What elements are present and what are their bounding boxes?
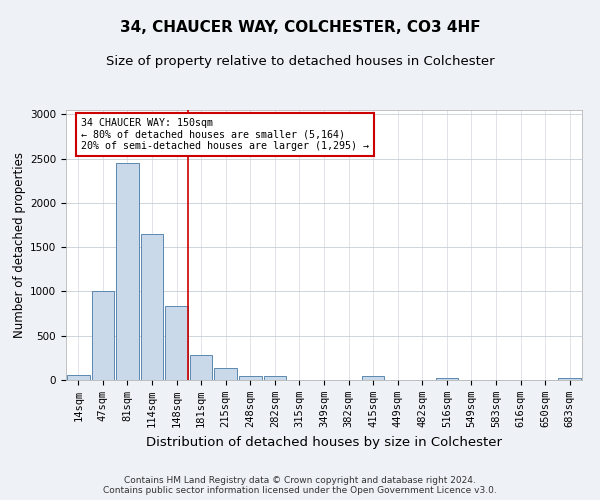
X-axis label: Distribution of detached houses by size in Colchester: Distribution of detached houses by size …	[146, 436, 502, 448]
Bar	[559, 378, 581, 380]
Bar	[362, 376, 385, 380]
Bar	[190, 355, 212, 380]
Bar	[214, 368, 237, 380]
Bar	[436, 378, 458, 380]
Text: Size of property relative to detached houses in Colchester: Size of property relative to detached ho…	[106, 55, 494, 68]
Text: Contains HM Land Registry data © Crown copyright and database right 2024.
Contai: Contains HM Land Registry data © Crown c…	[103, 476, 497, 495]
Bar	[165, 306, 188, 380]
Bar	[239, 376, 262, 380]
Y-axis label: Number of detached properties: Number of detached properties	[13, 152, 26, 338]
Bar	[116, 163, 139, 380]
Text: 34 CHAUCER WAY: 150sqm
← 80% of detached houses are smaller (5,164)
20% of semi-: 34 CHAUCER WAY: 150sqm ← 80% of detached…	[82, 118, 370, 152]
Text: 34, CHAUCER WAY, COLCHESTER, CO3 4HF: 34, CHAUCER WAY, COLCHESTER, CO3 4HF	[119, 20, 481, 35]
Bar	[67, 374, 89, 380]
Bar	[263, 376, 286, 380]
Bar	[140, 234, 163, 380]
Bar	[92, 292, 114, 380]
